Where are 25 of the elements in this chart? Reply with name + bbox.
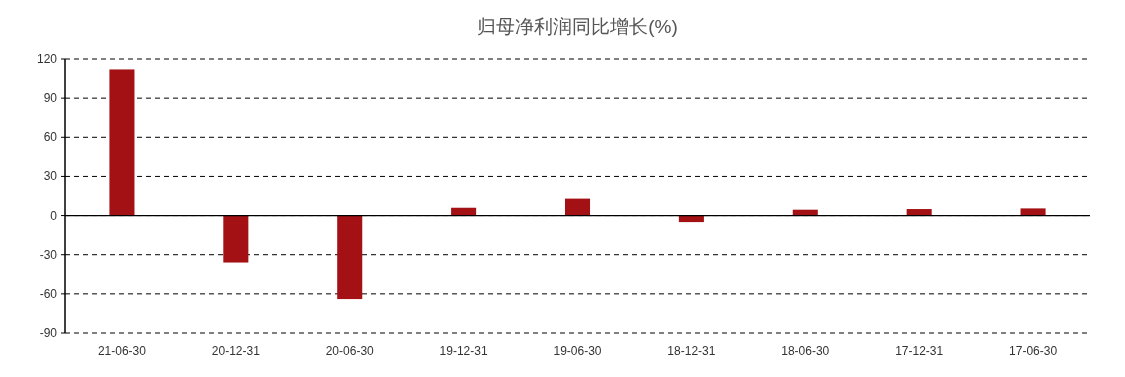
y-tick-label: -60 [39,286,58,301]
x-tick-label: 18-12-31 [667,344,716,358]
y-tick-label: 120 [36,52,58,66]
bar [1020,208,1046,216]
bar [678,215,704,223]
bar [109,69,135,216]
x-tick-label: 21-06-30 [97,344,147,358]
bar [564,198,591,216]
y-tick-label: 30 [43,169,58,184]
y-tick-label: 0 [50,208,58,223]
bar [906,209,932,216]
x-tick-label: 20-06-30 [325,344,375,358]
chart-title: 归母净利润同比增长(%) [477,16,678,37]
bar [223,215,249,263]
x-tick-label: 19-06-30 [553,344,602,358]
y-tick-label: 90 [43,91,58,106]
x-tick-label: 17-06-30 [1009,344,1058,358]
y-tick-label: 60 [43,130,58,145]
bar [337,215,363,300]
x-tick-label: 18-06-30 [781,344,830,358]
y-tick-label: -90 [39,326,58,340]
x-tick-label: 17-12-31 [895,344,944,358]
x-tick-label: 19-12-31 [439,344,488,358]
x-tick-label: 20-12-31 [211,344,261,358]
y-tick-label: -30 [39,247,58,262]
